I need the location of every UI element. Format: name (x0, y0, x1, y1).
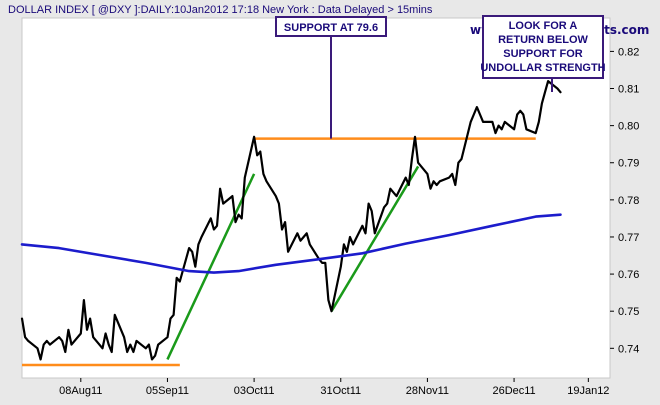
x-tick-label: 19Jan12 (567, 385, 609, 397)
y-tick-label: 0.75 (618, 306, 639, 318)
trend-line (166, 173, 256, 360)
look-callout-text: UNDOLLAR STRENGTH (480, 62, 605, 74)
y-tick-label: 0.77 (618, 232, 639, 244)
x-tick-label: 05Sep11 (146, 385, 189, 397)
support-callout-box (275, 16, 387, 37)
x-tick-label: 28Nov11 (406, 385, 449, 397)
series-lines (20, 79, 562, 361)
y-tick-label: 0.76 (618, 269, 639, 281)
y-tick-label: 0.82 (618, 46, 639, 58)
price-line (20, 79, 562, 361)
y-axis: 0.74 0.75 0.76 0.77 0.78 0.79 0.80 0.81 0.82 (610, 46, 639, 355)
x-tick-label: 26Dec11 (492, 385, 535, 397)
trend-line (330, 165, 420, 312)
look-callout-text: SUPPORT FOR (503, 48, 583, 60)
x-tick-label: 31Oct11 (320, 385, 361, 397)
look-callout-text: RETURN BELOW (498, 34, 588, 46)
y-tick-label: 0.74 (618, 343, 639, 355)
support-callout-text: SUPPORT AT 79.6 (284, 22, 378, 34)
moving-average-line (20, 213, 562, 274)
annotations: SUPPORT AT 79.6 LOOK FOR A RETURN BELOW SUP… (275, 15, 606, 139)
look-callout-box (482, 15, 604, 79)
y-tick-label: 0.81 (618, 84, 639, 96)
y-tick-label: 0.80 (618, 121, 639, 133)
chart-title: DOLLAR INDEX [ @DXY ]:DAILY:10Jan2012 17… (8, 4, 433, 16)
x-tick-label: 03Oct11 (234, 385, 275, 397)
x-tick-label: 08Aug11 (59, 385, 102, 397)
x-axis: 08Aug11 05Sep11 03Oct11 31Oct11 28Nov11 26Dec… (59, 378, 609, 397)
y-tick-label: 0.79 (618, 158, 639, 170)
y-tick-label: 0.78 (618, 195, 639, 207)
look-callout-text: LOOK FOR A (509, 20, 578, 32)
overlay-lines (22, 137, 536, 367)
